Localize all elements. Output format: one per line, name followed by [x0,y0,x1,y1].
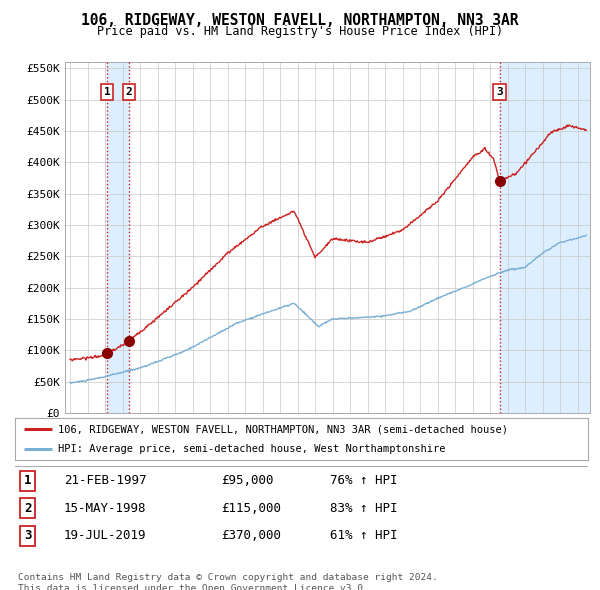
Bar [107,62,129,413]
Text: 61% ↑ HPI: 61% ↑ HPI [330,529,398,542]
Text: 106, RIDGEWAY, WESTON FAVELL, NORTHAMPTON, NN3 3AR (semi-detached house): 106, RIDGEWAY, WESTON FAVELL, NORTHAMPTO… [58,424,508,434]
Text: £115,000: £115,000 [221,502,281,514]
Text: 83% ↑ HPI: 83% ↑ HPI [330,502,398,514]
Bar [499,62,590,413]
Text: This data is licensed under the Open Government Licence v3.0.: This data is licensed under the Open Gov… [18,584,369,590]
Text: 2: 2 [125,87,133,97]
Text: 21-FEB-1997: 21-FEB-1997 [64,474,146,487]
Text: 19-JUL-2019: 19-JUL-2019 [64,529,146,542]
Text: 3: 3 [24,529,31,542]
Text: 2: 2 [24,502,31,514]
Text: HPI: Average price, semi-detached house, West Northamptonshire: HPI: Average price, semi-detached house,… [58,444,445,454]
Text: £95,000: £95,000 [221,474,274,487]
Text: 1: 1 [24,474,31,487]
Text: Price paid vs. HM Land Registry's House Price Index (HPI): Price paid vs. HM Land Registry's House … [97,25,503,38]
Text: 106, RIDGEWAY, WESTON FAVELL, NORTHAMPTON, NN3 3AR: 106, RIDGEWAY, WESTON FAVELL, NORTHAMPTO… [81,13,519,28]
Text: Contains HM Land Registry data © Crown copyright and database right 2024.: Contains HM Land Registry data © Crown c… [18,573,438,582]
Text: £370,000: £370,000 [221,529,281,542]
Text: 76% ↑ HPI: 76% ↑ HPI [330,474,398,487]
Text: 1: 1 [104,87,111,97]
Text: 3: 3 [496,87,503,97]
Text: 15-MAY-1998: 15-MAY-1998 [64,502,146,514]
